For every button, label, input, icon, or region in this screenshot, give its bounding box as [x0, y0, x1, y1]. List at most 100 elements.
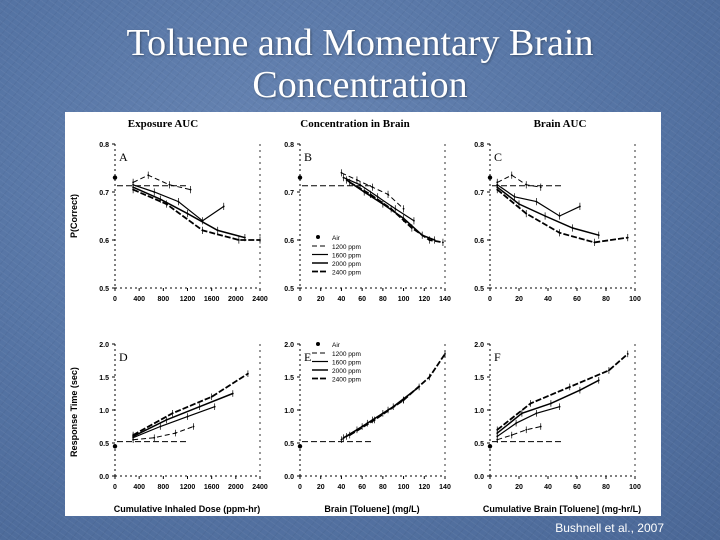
column-title: Exposure AUC	[128, 118, 198, 130]
legend-label: 2000 ppm	[332, 368, 361, 375]
data-point	[525, 183, 528, 186]
series-line-4	[132, 188, 260, 241]
data-point	[376, 195, 379, 198]
data-point	[171, 412, 174, 415]
x-tick-label: 20	[317, 296, 325, 303]
data-point	[132, 434, 135, 436]
data-point	[597, 379, 600, 382]
data-point	[579, 205, 581, 208]
y-tick-label: 1.5	[284, 375, 294, 382]
data-point	[428, 376, 431, 378]
y-tick-label: 0.5	[284, 286, 294, 293]
data-point	[186, 212, 189, 215]
data-point	[402, 399, 405, 401]
data-point	[165, 203, 168, 205]
data-point	[402, 207, 405, 210]
data-point	[132, 188, 135, 191]
series-line-2	[496, 406, 560, 437]
x-tick-label: 40	[338, 296, 346, 303]
series-line-4	[496, 353, 629, 431]
y-tick-label: 1.0	[284, 408, 294, 415]
data-point	[369, 193, 372, 196]
x-tick-label: 0	[298, 296, 302, 303]
data-point	[513, 195, 516, 198]
air-point	[297, 444, 303, 449]
y-tick-label: 0.8	[474, 142, 484, 149]
x-tick-label: 400	[133, 484, 145, 491]
data-point	[558, 405, 561, 408]
data-point	[186, 415, 189, 418]
x-tick-label: 60	[358, 296, 366, 303]
legend-label: 1600 ppm	[332, 253, 361, 260]
y-tick-label: 0.5	[99, 441, 109, 448]
series-line-3	[496, 186, 599, 236]
panel-letter: A	[119, 150, 128, 164]
y-tick-label: 2.0	[284, 342, 294, 349]
data-point	[608, 369, 610, 372]
x-tick-label: 120	[418, 484, 430, 491]
series-line-4	[349, 181, 444, 244]
panel-letter: C	[494, 150, 502, 164]
series-line-2	[132, 406, 215, 439]
x-tick-label: 800	[157, 484, 169, 491]
data-point	[345, 179, 348, 181]
data-point	[544, 215, 546, 217]
legend-label: 1600 ppm	[332, 360, 361, 367]
data-point	[371, 186, 374, 189]
x-tick-label: 2400	[252, 296, 268, 303]
legend-label: Air	[332, 342, 341, 349]
series-line-1	[133, 426, 194, 441]
x-tick-label: 60	[573, 484, 581, 491]
x-tick-label: 40	[338, 484, 346, 491]
air-point	[487, 444, 493, 449]
data-point	[558, 215, 561, 217]
data-point	[216, 229, 219, 232]
y-tick-label: 1.0	[474, 408, 484, 415]
data-point	[571, 227, 574, 229]
x-tick-label: 100	[629, 484, 641, 491]
y-tick-label: 0.0	[474, 474, 484, 481]
data-point	[510, 174, 513, 177]
x-tick-label: 100	[398, 484, 410, 491]
data-point	[579, 389, 581, 392]
x-tick-label: 0	[113, 484, 117, 491]
data-point	[247, 372, 249, 375]
y-tick-label: 0.5	[474, 286, 484, 293]
legend-air-marker	[316, 342, 320, 346]
data-point	[165, 419, 168, 421]
panel-B: 0.5 0.6 0.7 0.8 0 20 40 60 80 100 120 140 B	[284, 142, 451, 303]
series-line-1	[132, 174, 191, 191]
y-tick-label: 0.0	[284, 474, 294, 481]
x-tick-label: 0	[488, 296, 492, 303]
figure-panel: Exposure AUC Concentration in Brain Brain …	[65, 112, 661, 516]
air-point	[112, 444, 118, 449]
data-point	[525, 428, 528, 431]
y-tick-label: 0.5	[474, 441, 484, 448]
x-tick-label: 20	[317, 484, 325, 491]
x-tick-label: 40	[544, 296, 552, 303]
y-tick-label: 2.0	[99, 342, 109, 349]
panel-letter: B	[304, 150, 312, 164]
data-point	[518, 203, 520, 205]
x-tick-label: 80	[602, 484, 610, 491]
y-tick-label: 0.7	[99, 190, 109, 197]
air-point	[112, 175, 118, 180]
data-point	[359, 183, 361, 186]
legend-label: 1200 ppm	[332, 244, 361, 251]
x-tick-label: 140	[439, 484, 451, 491]
slide-title: Toluene and Momentary Brain Concentratio…	[0, 22, 720, 106]
x-tick-label: 1200	[180, 484, 196, 491]
y-axis-label: Response Time (sec)	[69, 367, 79, 457]
data-point	[535, 412, 538, 415]
data-point	[593, 241, 596, 244]
x-tick-label: 20	[515, 484, 523, 491]
data-point	[510, 434, 513, 436]
data-point	[428, 239, 431, 241]
x-axis-label: Cumulative Inhaled Dose (ppm-hr)	[114, 504, 261, 514]
data-point	[626, 236, 629, 239]
y-tick-label: 0.6	[284, 238, 294, 245]
data-point	[174, 432, 177, 434]
panel-A: 0.5 0.6 0.7 0.8 0 400 800 1200 1600 2000 2400 A	[99, 142, 268, 303]
